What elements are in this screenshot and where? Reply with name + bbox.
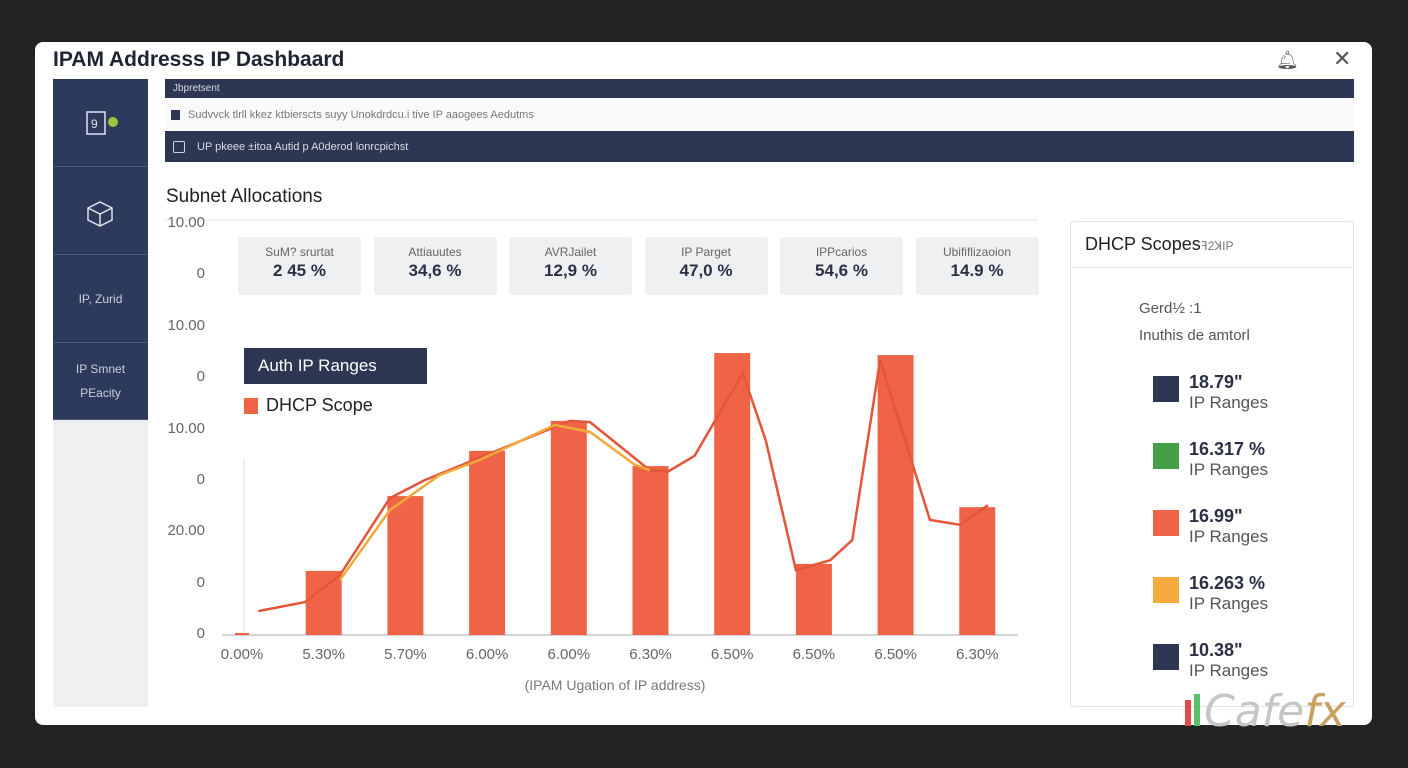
- scope-label: IP Ranges: [1189, 661, 1269, 680]
- scope-value: 16.263 %: [1189, 573, 1266, 593]
- scope-label: IP Ranges: [1189, 594, 1269, 613]
- stat-card: Attiauutes 34,6 %: [373, 237, 497, 295]
- y-tick-label: 10.00: [167, 214, 205, 231]
- scope-label: IP Ranges: [1189, 393, 1269, 412]
- y-tick-label: 20.00: [167, 522, 205, 540]
- scope-value: 16.99": [1189, 506, 1243, 526]
- stat-card: Ubififlizaoion 14.9 %: [915, 237, 1039, 295]
- y-tick-label: 0: [196, 471, 205, 488]
- box-network-icon: 9: [85, 110, 118, 135]
- y-tick-label: 0: [196, 573, 205, 591]
- window-title: IPAM Addresss IP Dashbaard: [53, 48, 345, 71]
- x-tick-label: 6.50%: [792, 646, 836, 663]
- sidebar-item-subnets[interactable]: 9: [53, 79, 148, 167]
- scope-label: IP Ranges: [1189, 527, 1269, 546]
- doc-icon: [171, 109, 180, 120]
- y-tick-label: 0: [196, 265, 205, 283]
- scope-item: 16.263 % IP Ranges: [1153, 573, 1268, 614]
- panel-line-2: Inuthis de amtorl: [1139, 327, 1250, 344]
- banner-top: Jbpretsent: [165, 79, 1354, 98]
- device-icon: [173, 140, 185, 153]
- svg-text:9: 9: [91, 117, 98, 131]
- x-tick-label: 5.30%: [302, 646, 345, 663]
- panel-line-1: Gerd½ :1: [1139, 300, 1202, 317]
- sidebar-item-packages[interactable]: [53, 167, 148, 255]
- x-tick-label: 6.50%: [710, 646, 754, 663]
- panel-title: DHCP Scopesꟻ2ꓘIP: [1071, 222, 1353, 268]
- scope-swatch: [1153, 376, 1179, 402]
- close-icon[interactable]: ✕: [1333, 46, 1352, 71]
- stat-value: 14.9 %: [950, 261, 1004, 280]
- stat-label: IPPcarios: [815, 245, 868, 259]
- y-tick-label: 0: [196, 625, 205, 643]
- scope-swatch: [1153, 577, 1179, 603]
- scope-value: 10.38": [1189, 640, 1243, 660]
- legend-label: DHCP Scope: [266, 395, 373, 415]
- stat-label: IP Parget: [681, 245, 731, 259]
- stat-label: AVRJailet: [544, 245, 597, 259]
- scope-item: 16.99" IP Ranges: [1153, 506, 1268, 547]
- stat-value: 12,9 %: [544, 261, 597, 280]
- y-tick-label: 10.00: [167, 316, 205, 334]
- scope-label: IP Ranges: [1189, 460, 1269, 479]
- x-axis-label: (IPAM Ugation of IP address): [524, 677, 706, 693]
- bell-icon[interactable]: 🔔︎: [1276, 50, 1299, 70]
- scope-item: 10.38" IP Ranges: [1153, 640, 1268, 681]
- stat-label: SuM? srurtat: [265, 245, 334, 259]
- sidebar: 9 IP, Zurid IP Smnet PEacity: [53, 79, 148, 707]
- stat-label: Attiauutes: [408, 245, 462, 259]
- scope-value: 18.79": [1189, 372, 1243, 392]
- x-tick-label: 5.70%: [384, 646, 427, 663]
- stat-label: Ubififlizaoion: [942, 245, 1012, 259]
- x-tick-label: 6.50%: [874, 646, 917, 663]
- stat-card: AVRJailet 12,9 %: [509, 237, 632, 295]
- stat-card: IPPcarios 54,6 %: [780, 237, 903, 295]
- dhcp-scopes-panel: DHCP Scopesꟻ2ꓘIP Gerd½ :1 Inuthis de amt…: [1070, 221, 1354, 707]
- stat-value: 2 45 %: [273, 261, 326, 280]
- legend-dhcp-scope: DHCP Scope: [244, 395, 373, 416]
- stat-value: 34,6 %: [408, 261, 462, 280]
- scope-item: 18.79" IP Ranges: [1153, 372, 1268, 413]
- y-tick-label: 10.00: [167, 419, 205, 437]
- scope-swatch: [1153, 443, 1179, 469]
- scope-item: 16.317 % IP Ranges: [1153, 439, 1268, 480]
- legend-auth-ip-ranges: Auth IP Ranges: [244, 348, 427, 384]
- x-tick-label: 6.00%: [465, 646, 509, 663]
- x-tick-label: 0.00%: [220, 646, 264, 663]
- stat-value: 54,6 %: [815, 261, 868, 280]
- banner-sub: UP pkeee ±itoa Autid p A0derod lonrcpich…: [165, 131, 1354, 162]
- legend-swatch: [244, 397, 258, 414]
- scope-value: 16.317 %: [1189, 439, 1266, 459]
- sidebar-item-ip-zurid[interactable]: IP, Zurid: [53, 255, 148, 343]
- stat-card: SuM? srurtat 2 45 %: [238, 237, 361, 295]
- section-heading: Subnet Allocations: [166, 186, 323, 207]
- sidebar-item-ip-subnet-capacity[interactable]: IP Smnet PEacity: [53, 343, 148, 420]
- stat-card: IP Parget 47,0 %: [644, 237, 768, 295]
- x-tick-label: 6.00%: [547, 646, 591, 663]
- scope-swatch: [1153, 644, 1179, 670]
- x-tick-label: 6.30%: [629, 646, 672, 663]
- stat-value: 47,0 %: [679, 261, 733, 280]
- watermark-logo: Cafefx: [1185, 686, 1346, 737]
- banner-sub-text: UP pkeee ±itoa Autid p A0derod lonrcpich…: [197, 140, 409, 153]
- x-tick-label: 6.30%: [956, 646, 999, 663]
- banner-info-text: Sudvvck tlrll kkez ktbierscts suyy Unokd…: [188, 108, 534, 121]
- package-icon: [86, 200, 113, 227]
- y-tick-label: 0: [196, 368, 205, 386]
- scope-swatch: [1153, 510, 1179, 536]
- banner-info: Sudvvck tlrll kkez ktbierscts suyy Unokd…: [165, 98, 1354, 131]
